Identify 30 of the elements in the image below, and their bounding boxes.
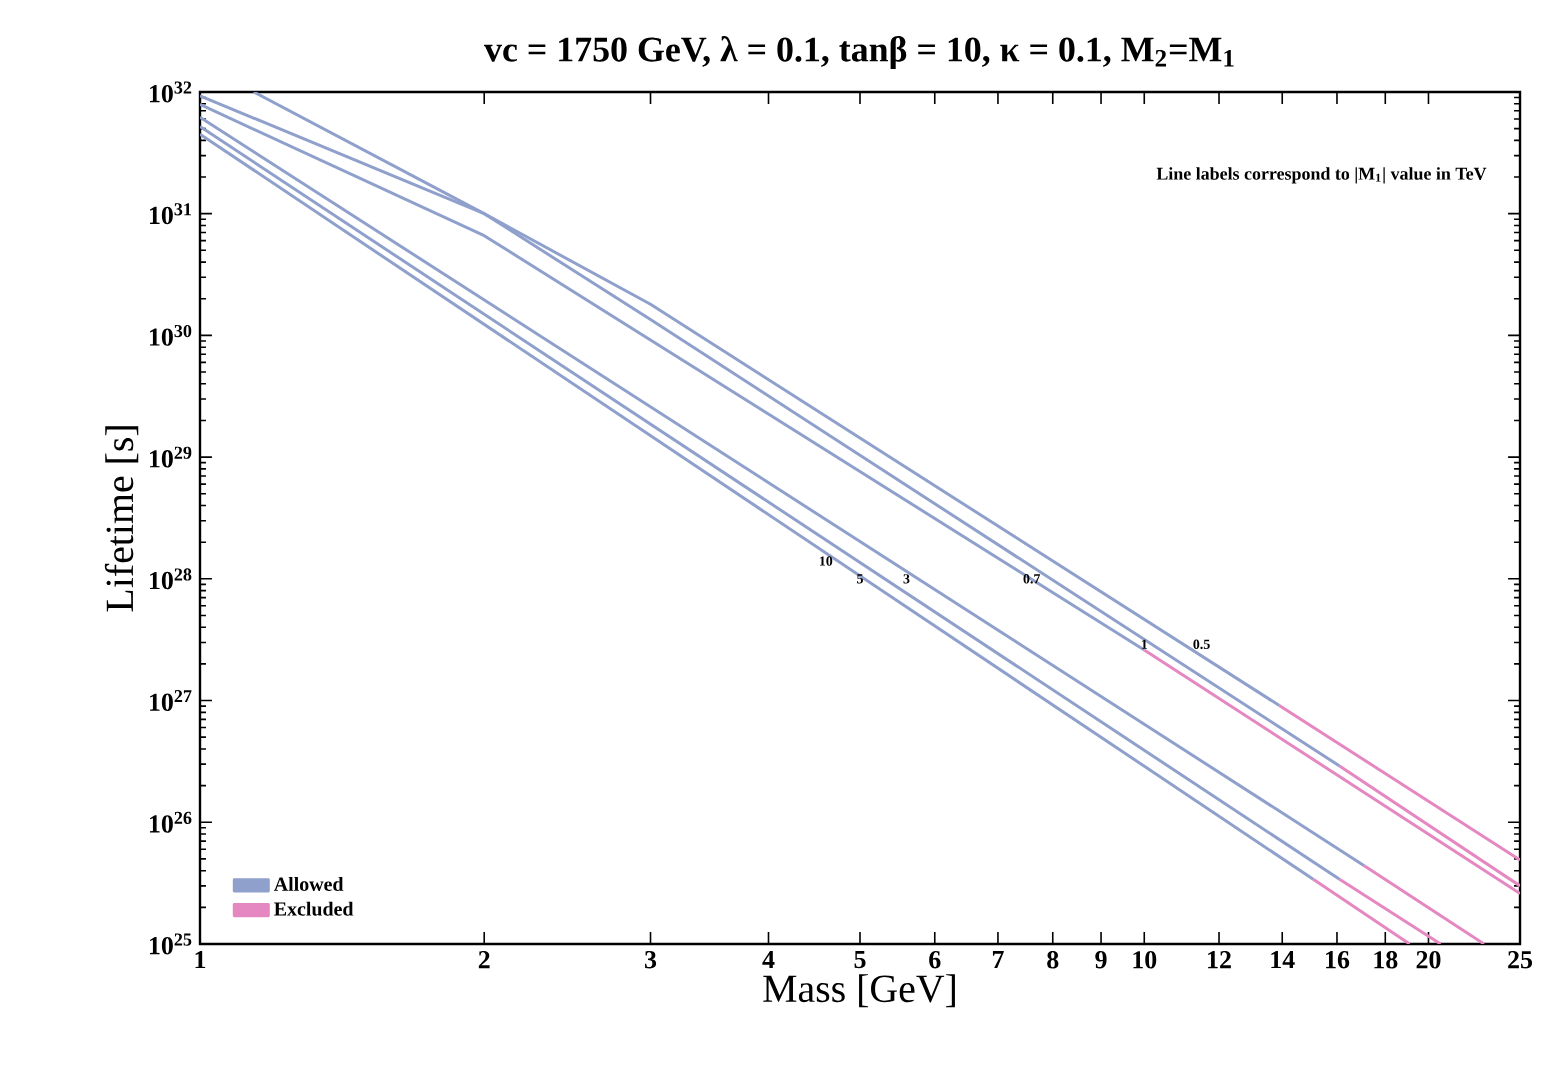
x-tick-label: 25 [1508, 951, 1533, 969]
y-tick-label: 10$^{32}$ [149, 81, 192, 103]
x-tick-label: 10 [1133, 951, 1157, 969]
x-tick-label: 8 [1047, 951, 1059, 969]
y-tick-label: 10$^{28}$ [149, 568, 192, 590]
x-tick-label: 1 [195, 951, 206, 969]
x-tick-label: 20 [1416, 951, 1441, 969]
x-tick-label: 18 [1374, 951, 1398, 969]
x-tick-label: 9 [1095, 951, 1107, 969]
y-tick-label: 10$^{25}$ [149, 933, 192, 955]
y-tick-label: 10$^{29}$ [149, 446, 192, 468]
x-tick-label: 4 [762, 950, 775, 969]
x-tick-label: 16 [1326, 951, 1350, 969]
x-tick-label: 7 [992, 950, 1004, 968]
x-tick-label: 12 [1208, 951, 1231, 969]
y-axis-title: Lifetime [s] [104, 426, 139, 612]
annotation: Line labels correspond to |M$_{1}$| value in TeV [1156, 167, 1487, 184]
y-tick-label: 10$^{27}$ [149, 690, 192, 711]
legend-label: Excluded [274, 901, 354, 916]
x-axis-title: Mass [GeV] [763, 974, 955, 1008]
x-tick-label: 2 [478, 951, 490, 969]
y-tick-label: 10$^{26}$ [149, 811, 192, 833]
chart-title: vc = 1750 GeV, λ = 0.1, tanβ = 10, κ = 0.1, M$_{2}$=M$_{1}$ [484, 36, 1234, 69]
x-tick-label: 14 [1271, 951, 1295, 969]
x-tick-label: 3 [645, 951, 657, 969]
x-tick-label: 6 [929, 951, 941, 969]
legend-label: Allowed [273, 876, 344, 891]
y-tick-label: 10$^{31}$ [149, 203, 192, 225]
x-tick-label: 5 [854, 950, 866, 969]
y-tick-label: 10$^{30}$ [149, 324, 192, 346]
